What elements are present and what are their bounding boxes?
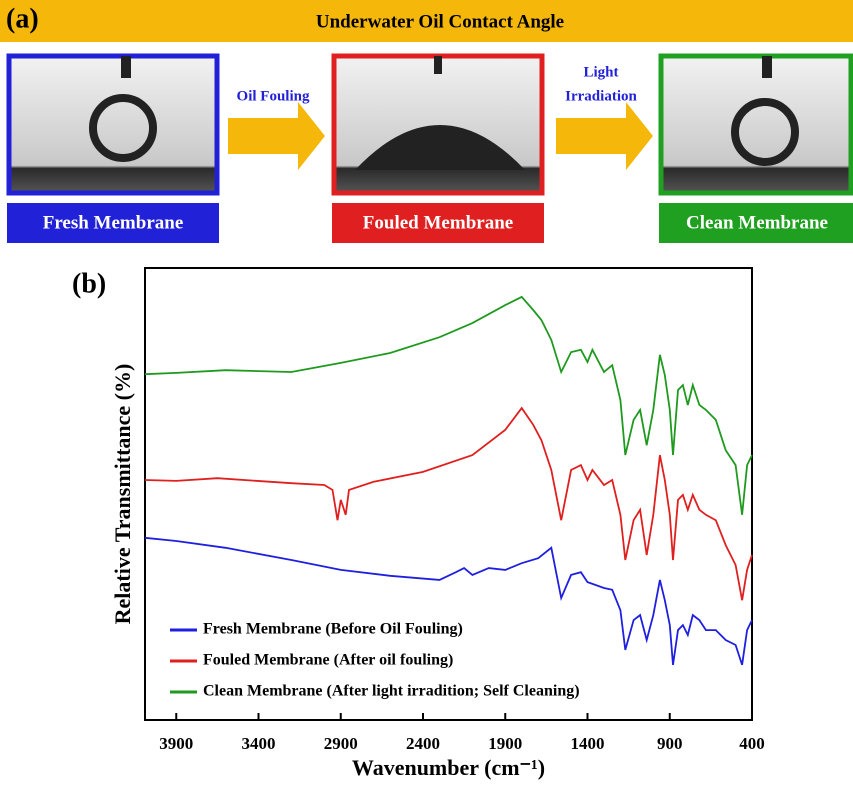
panel-label: (b) [72,268,106,299]
arrow [556,102,653,170]
series-line [145,408,752,600]
x-tick-label: 2400 [406,734,440,753]
x-axis-label: Wavenumber (cm⁻¹) [352,755,545,780]
series-line [145,297,752,515]
plot: 3900 3400 2900 2400 1900 1400 900 400 Wavenumber… [110,297,765,780]
figure: (a) Underwater Oil Contact Angle Fresh M… [0,0,853,785]
arrow [228,102,325,170]
step-label: Clean Membrane [686,212,828,233]
x-tick-label: 900 [657,734,683,753]
legend-label: Fresh Membrane (Before Oil Fouling) [203,621,463,638]
x-tick-label: 3900 [159,734,193,753]
legend-label: Clean Membrane (After light irradition; … [203,683,580,700]
legend-label: Fouled Membrane (After oil fouling) [203,652,453,669]
step-label: Fresh Membrane [43,212,184,233]
panel-title: Underwater Oil Contact Angle [316,11,564,32]
x-tick-label: 1400 [571,734,605,753]
arrow-label: Oil Fouling [237,88,310,104]
x-tick-label: 2900 [324,734,358,753]
arrow-label: Light [583,64,618,80]
x-tick-label: 400 [739,734,765,753]
series-line [145,538,752,665]
panel-label: (a) [6,3,39,34]
step-label: Fouled Membrane [363,212,513,233]
photos [9,56,851,193]
y-axis-label: Relative Transmittance (%) [110,364,135,625]
x-tick-label: 1900 [488,734,522,753]
arrow-label: Irradiation [565,88,637,104]
x-tick-label: 3400 [242,734,276,753]
